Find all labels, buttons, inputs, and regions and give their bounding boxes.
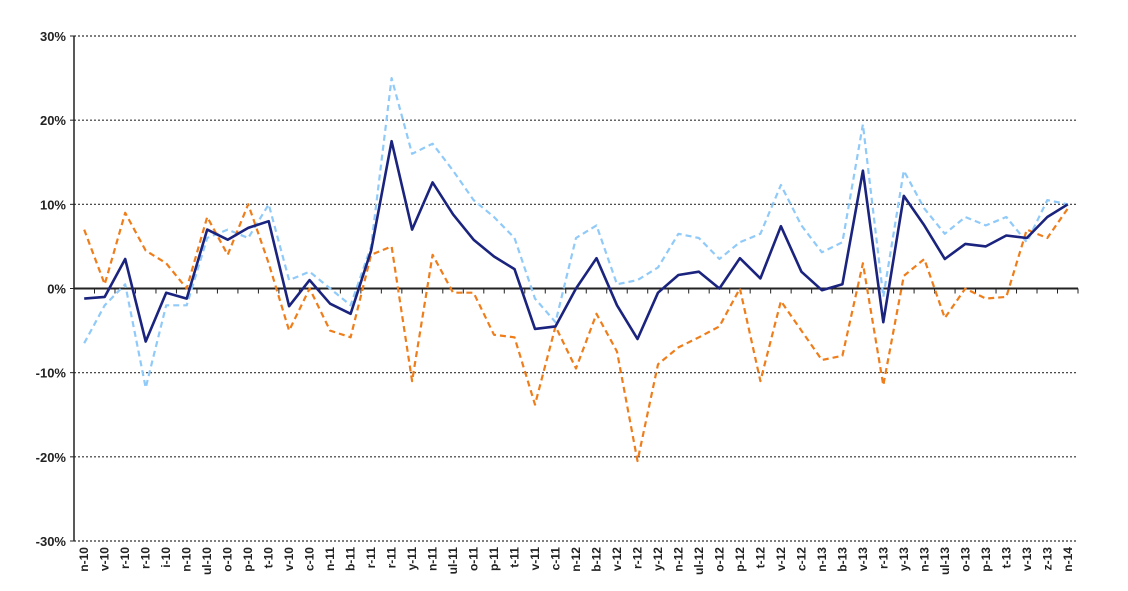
x-tick-label: n-13 [815,547,829,572]
x-tick-label: r-12 [630,547,644,569]
x-tick-label: t-12 [753,547,767,569]
x-tick-label: b-13 [835,547,849,572]
x-tick-label: r-10 [118,547,132,569]
x-tick-label: n-11 [323,547,337,571]
x-tick-label: n-10 [77,547,91,572]
x-tick-label: p-11 [487,547,501,571]
x-tick-label: b-11 [344,547,358,571]
series-line-0 [84,139,1069,343]
x-tick-label: c-10 [303,547,317,571]
x-tick-label: n-13 [917,547,931,572]
x-tick-labels: n-10 v-10 r-10 r-10 i-10 n-10 ul-10 o-10 p-10 t-1… [77,547,1075,575]
x-tick-label: o-13 [958,547,972,572]
x-tick-label: o-11 [467,547,481,571]
x-tick-label: n-11 [426,547,440,571]
x-tick-label: p-13 [979,547,993,572]
x-tick-label: v-12 [774,547,788,571]
x-tick-label: v-13 [1020,547,1034,571]
x-tick-label: b-12 [589,547,603,572]
x-tick-label: o-10 [221,547,235,572]
y-tick-label: -10% [36,366,67,381]
x-tick-label: ul-10 [200,547,214,575]
x-tick-label: v-11 [528,547,542,571]
x-tick-label: ul-11 [446,547,460,575]
x-tick-label: v-12 [610,547,624,571]
x-tick-label: ul-12 [692,547,706,575]
x-tick-label: n-10 [180,547,194,572]
x-tick-label: v-10 [282,547,296,571]
x-tick-label: i-10 [159,547,173,568]
x-tick-label: o-12 [712,547,726,572]
series-line-2 [83,203,1069,463]
x-tick-label: y-13 [897,547,911,571]
x-tick-label: c-12 [794,547,808,571]
x-tick-label: r-11 [364,547,378,569]
x-tick-label: t-11 [508,547,522,568]
x-tick-label: t-13 [999,547,1013,569]
y-tick-label: 0% [47,282,66,297]
x-tick-label: r-13 [876,547,890,569]
x-tick-label: v-10 [98,547,112,571]
x-tick-label: v-13 [856,547,870,571]
x-tick-label: y-12 [651,547,665,571]
y-tick-labels: 30% 20% 10% 0% -10% -20% -30% [36,29,67,549]
y-tick-label: -20% [36,450,67,465]
x-tick-label: c-11 [549,547,563,571]
x-tick-label: n-14 [1061,547,1075,572]
x-tick-label: z-13 [1040,547,1054,571]
series-lines [83,76,1069,463]
axes [70,35,1079,542]
y-tick-label: 30% [40,29,66,44]
x-tick-label: p-12 [733,547,747,572]
y-tick-label: -30% [36,534,67,549]
y-tick-label: 20% [40,113,66,128]
x-tick-label: n-12 [671,547,685,572]
y-tick-label: 10% [40,197,66,212]
x-tick-label: r-11 [385,547,399,569]
x-tick-label: n-12 [569,547,583,572]
x-tick-label: p-10 [241,547,255,572]
x-tick-label: ul-13 [938,547,952,575]
series-line-1 [83,76,1069,389]
x-tick-label: y-11 [405,547,419,571]
x-tick-label: r-10 [139,547,153,569]
x-tick-label: t-10 [262,547,276,569]
